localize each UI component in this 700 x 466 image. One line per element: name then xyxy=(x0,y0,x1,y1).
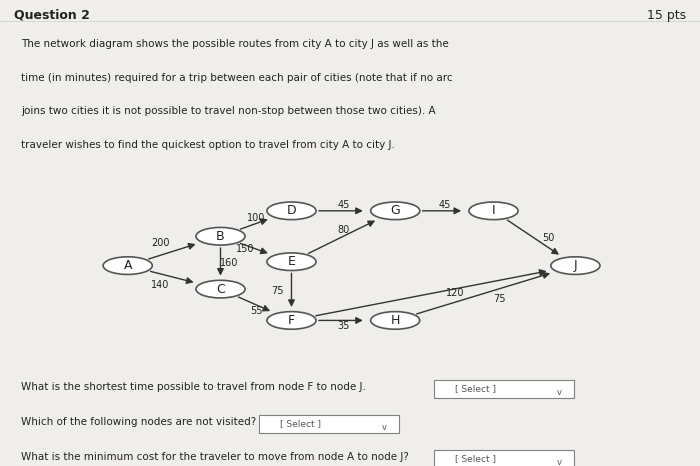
Text: E: E xyxy=(288,255,295,268)
Text: C: C xyxy=(216,282,225,295)
Circle shape xyxy=(371,202,420,219)
Text: A: A xyxy=(123,259,132,272)
Text: joins two cities it is not possible to travel non-stop between those two cities): joins two cities it is not possible to t… xyxy=(21,106,435,116)
Text: J: J xyxy=(573,259,578,272)
Text: [ Select ]: [ Select ] xyxy=(280,419,321,428)
Text: F: F xyxy=(288,314,295,327)
Text: v: v xyxy=(382,423,386,432)
Text: [ Select ]: [ Select ] xyxy=(455,454,496,463)
Text: 55: 55 xyxy=(250,306,262,315)
Circle shape xyxy=(371,312,420,329)
FancyBboxPatch shape xyxy=(434,450,574,466)
Text: Which of the following nodes are not visited?: Which of the following nodes are not vis… xyxy=(21,417,256,427)
Text: 75: 75 xyxy=(272,286,284,296)
Text: 15 pts: 15 pts xyxy=(647,9,686,22)
Text: 100: 100 xyxy=(247,212,265,223)
Circle shape xyxy=(196,227,245,245)
Circle shape xyxy=(267,253,316,270)
Text: What is the shortest time possible to travel from node F to node J.: What is the shortest time possible to tr… xyxy=(21,382,366,392)
Text: G: G xyxy=(391,204,400,217)
Circle shape xyxy=(267,202,316,219)
Text: 80: 80 xyxy=(337,226,349,235)
Text: B: B xyxy=(216,230,225,243)
Text: Question 2: Question 2 xyxy=(14,9,90,22)
Circle shape xyxy=(469,202,518,219)
Text: traveler wishes to find the quickest option to travel from city A to city J.: traveler wishes to find the quickest opt… xyxy=(21,140,395,150)
Text: H: H xyxy=(391,314,400,327)
Text: 200: 200 xyxy=(151,238,169,248)
Text: [ Select ]: [ Select ] xyxy=(455,384,496,393)
Text: 35: 35 xyxy=(337,321,349,331)
Text: 150: 150 xyxy=(236,244,254,254)
Text: D: D xyxy=(287,204,296,217)
Circle shape xyxy=(267,312,316,329)
Text: 160: 160 xyxy=(220,258,238,267)
Text: v: v xyxy=(556,388,561,397)
Text: 50: 50 xyxy=(542,233,554,243)
Text: I: I xyxy=(491,204,496,217)
Text: 140: 140 xyxy=(151,280,169,290)
Text: time (in minutes) required for a trip between each pair of cities (note that if : time (in minutes) required for a trip be… xyxy=(21,73,453,82)
FancyBboxPatch shape xyxy=(259,415,399,433)
Text: 45: 45 xyxy=(337,200,349,210)
Text: What is the minimum cost for the traveler to move from node A to node J?: What is the minimum cost for the travele… xyxy=(21,452,409,462)
Circle shape xyxy=(551,257,600,274)
Text: 75: 75 xyxy=(493,294,505,304)
FancyBboxPatch shape xyxy=(434,380,574,398)
Circle shape xyxy=(103,257,153,274)
Text: 120: 120 xyxy=(446,288,465,298)
Text: The network diagram shows the possible routes from city A to city J as well as t: The network diagram shows the possible r… xyxy=(21,39,449,49)
Text: v: v xyxy=(556,458,561,466)
Text: 45: 45 xyxy=(438,200,451,210)
Circle shape xyxy=(196,281,245,298)
